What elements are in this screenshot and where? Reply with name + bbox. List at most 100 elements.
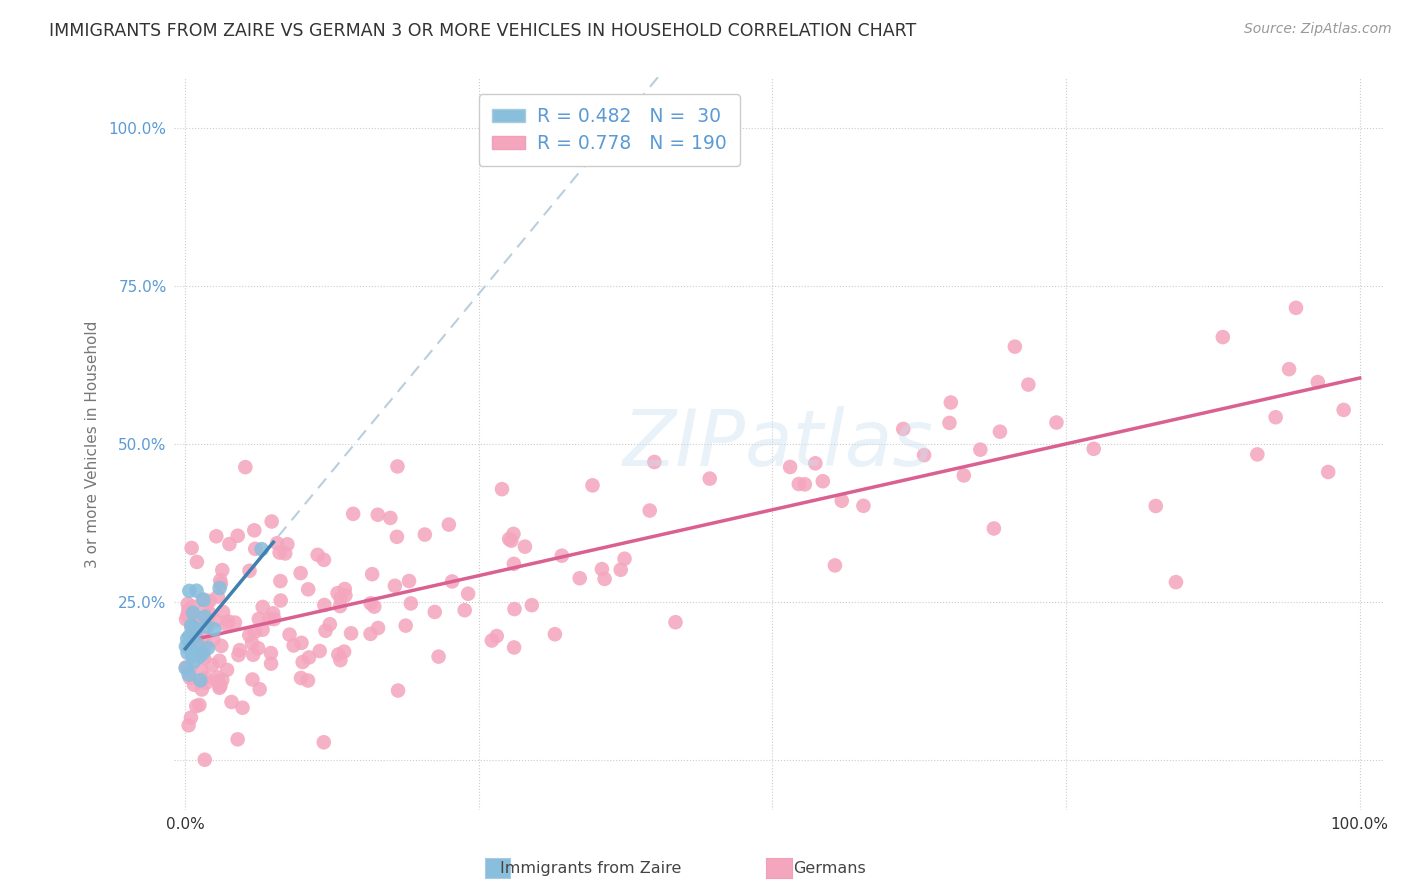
- Point: [242, 648, 264, 662]
- Point: [211, 673, 233, 687]
- Point: [1333, 403, 1355, 417]
- Point: [209, 679, 232, 693]
- Point: [423, 605, 446, 619]
- Point: [181, 648, 204, 663]
- Point: [198, 607, 221, 621]
- Point: [1285, 301, 1308, 315]
- Point: [229, 643, 252, 657]
- Point: [939, 395, 962, 409]
- Point: [699, 472, 721, 486]
- Point: [290, 566, 312, 580]
- Point: [186, 631, 208, 645]
- Point: [195, 599, 218, 614]
- Point: [544, 627, 567, 641]
- Point: [181, 607, 204, 621]
- Point: [180, 711, 202, 725]
- Point: [209, 577, 232, 591]
- Point: [181, 612, 204, 626]
- Point: [399, 596, 422, 610]
- Point: [260, 646, 283, 660]
- Point: [297, 582, 319, 597]
- Point: [360, 627, 382, 641]
- Point: [387, 459, 409, 474]
- Point: [197, 614, 219, 628]
- Point: [384, 579, 406, 593]
- Point: [186, 583, 208, 598]
- Point: [207, 590, 229, 604]
- Point: [367, 621, 389, 635]
- Point: [502, 527, 524, 541]
- Point: [1164, 575, 1187, 590]
- Point: [188, 612, 211, 626]
- Point: [180, 618, 202, 632]
- Point: [314, 598, 336, 612]
- Point: [198, 594, 221, 608]
- Point: [481, 633, 503, 648]
- Point: [179, 662, 201, 676]
- Point: [581, 478, 603, 492]
- Point: [186, 636, 208, 650]
- Point: [1264, 410, 1286, 425]
- Point: [186, 699, 208, 714]
- Point: [387, 683, 409, 698]
- Point: [179, 633, 201, 648]
- Point: [177, 597, 200, 611]
- Point: [247, 612, 270, 626]
- Point: [613, 551, 636, 566]
- Point: [215, 617, 238, 632]
- Point: [193, 630, 215, 644]
- Point: [262, 607, 284, 621]
- Point: [238, 564, 260, 578]
- Point: [269, 574, 291, 588]
- Point: [184, 632, 207, 646]
- Point: [824, 558, 846, 573]
- Point: [218, 537, 240, 551]
- Point: [195, 620, 218, 634]
- Point: [207, 670, 229, 684]
- Point: [513, 540, 536, 554]
- Point: [1004, 340, 1026, 354]
- Point: [491, 482, 513, 496]
- Point: [290, 671, 312, 685]
- Point: [208, 681, 231, 695]
- Point: [787, 477, 810, 491]
- Point: [194, 753, 217, 767]
- Point: [176, 646, 198, 660]
- Point: [335, 588, 357, 602]
- Point: [183, 624, 205, 638]
- Point: [291, 655, 314, 669]
- Point: [551, 549, 574, 563]
- Point: [188, 650, 211, 665]
- Point: [238, 628, 260, 642]
- Point: [226, 732, 249, 747]
- Point: [191, 592, 214, 607]
- Point: [831, 493, 853, 508]
- Point: [174, 660, 197, 674]
- Point: [315, 624, 337, 638]
- Point: [360, 596, 382, 610]
- Point: [502, 557, 524, 571]
- Point: [398, 574, 420, 588]
- Point: [259, 612, 281, 626]
- Point: [208, 581, 231, 595]
- Point: [329, 599, 352, 614]
- Point: [329, 653, 352, 667]
- Point: [1017, 377, 1039, 392]
- Point: [363, 599, 385, 614]
- Point: [260, 515, 283, 529]
- Point: [226, 529, 249, 543]
- Point: [186, 555, 208, 569]
- Point: [190, 644, 212, 658]
- Point: [174, 640, 197, 654]
- Point: [395, 618, 418, 632]
- Point: [793, 477, 815, 491]
- Point: [177, 718, 200, 732]
- Point: [811, 474, 834, 488]
- Point: [1278, 362, 1301, 376]
- Point: [188, 673, 211, 688]
- Point: [247, 641, 270, 656]
- Text: Source: ZipAtlas.com: Source: ZipAtlas.com: [1244, 22, 1392, 37]
- Point: [1246, 447, 1268, 461]
- Point: [174, 661, 197, 675]
- Point: [224, 615, 246, 630]
